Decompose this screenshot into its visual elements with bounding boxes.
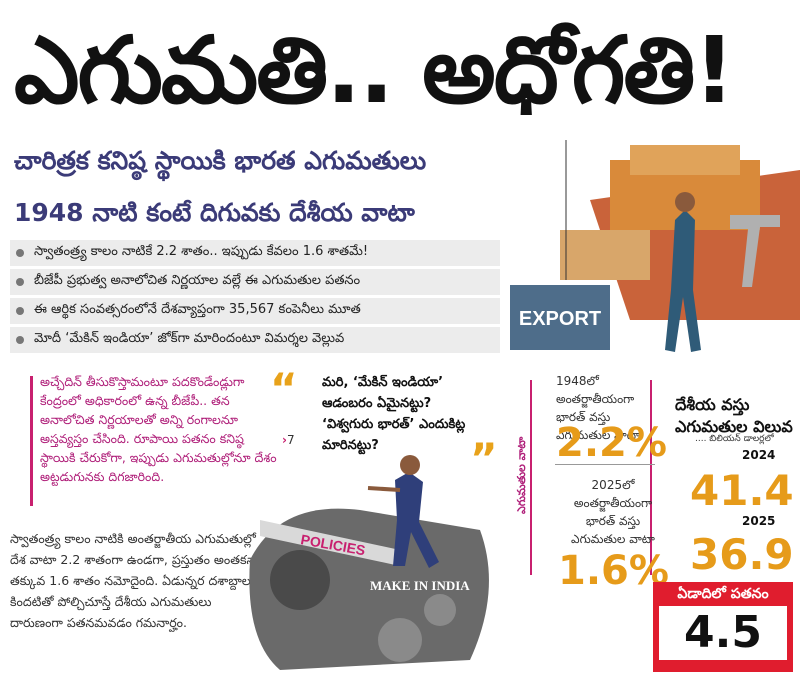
bullet-text: మోదీ ‘మేకిన్ ఇండియా’ జోక్‌గా మారిందంటూ వ… (34, 331, 345, 346)
subheading-1: చారిత్రక కనిష్ఠ స్థాయికి భారత ఎగుమతులు (14, 146, 427, 175)
export-ship-illustration: EXPORT (500, 140, 800, 380)
bullet-text: స్వాతంత్ర్య కాలం నాటికే 2.2 శాతం.. ఇప్పు… (34, 244, 369, 259)
headline: ఎగుమతి.. అధోగతి! (14, 17, 735, 124)
bullet-item: మోదీ ‘మేకిన్ ఇండియా’ జోక్‌గా మారిందంటూ వ… (10, 327, 500, 353)
open-quote-icon: “ (270, 364, 298, 413)
fall-value: 4.5 (659, 606, 787, 660)
rupee-icon (730, 215, 780, 287)
year-2024: 2024 (742, 448, 776, 462)
stat-1948-label: 1948లో అంతర్జాతీయంగా భారత్ వస్తు ఎగుమతుల… (556, 374, 640, 442)
stat-2025-value: 1.6% (558, 548, 669, 594)
export-value-unit: .... బిలియన్ డాలర్లలో (695, 434, 774, 444)
fall-label: ఏడాదిలో పతనం (677, 586, 769, 602)
body-paragraph: స్వాతంత్ర్య కాలం నాటికి అంతర్జాతీయ ఎగుమత… (10, 531, 265, 630)
bullet-list: స్వాతంత్ర్య కాలం నాటికే 2.2 శాతం.. ఇప్పు… (10, 240, 500, 356)
page-number: 7 (286, 433, 295, 447)
subheading-2: 1948 నాటి కంటే దిగువకు దేశీయ వాటా (14, 198, 415, 227)
amount-2024: 41.4 (690, 466, 794, 515)
bullet-dot-icon (16, 278, 24, 286)
bullet-item: బీజేపీ ప్రభుత్వ అనాలోచిత నిర్ణయాల వల్లే … (10, 269, 500, 295)
make-in-india-illustration: POLICIES MAKE IN INDIA (249, 455, 489, 670)
bullet-item: స్వాతంత్ర్య కాలం నాటికే 2.2 శాతం.. ఇప్పు… (10, 240, 500, 266)
magenta-vertical-line-2 (650, 380, 652, 575)
bullet-text: బీజేపీ ప్రభుత్వ అనాలోచిత నిర్ణయాల వల్లే … (34, 273, 361, 288)
bullet-dot-icon (16, 249, 24, 257)
close-quote-icon: ” (470, 434, 498, 483)
quote-text: మరి, ‘మేకిన్ ఇండియా’ ఆడంబరం ఏమైనట్టు? ‘వ… (322, 375, 466, 453)
stat-1948-value: 2.2% (556, 420, 667, 466)
bullet-dot-icon (16, 336, 24, 344)
pink-paragraph-text: అచ్చేదిన్ తీసుకొస్తామంటూ పదకొండేండ్లుగా … (40, 374, 277, 484)
make-in-india-label: MAKE IN INDIA (370, 578, 470, 593)
export-value-heading: దేశీయ వస్తు ఎగుమతుల విలువ (675, 395, 793, 436)
page-reference: ›7 (282, 433, 295, 447)
amount-2025: 36.9 (690, 530, 794, 579)
stat-2025-label: 2025లో అంతర్జాతీయంగా భారత్ వస్తు ఎగుమతుల… (571, 478, 655, 546)
year-2025: 2025 (742, 514, 776, 528)
export-label: EXPORT (519, 308, 601, 330)
pink-paragraph: అచ్చేదిన్ తీసుకొస్తామంటూ పదకొండేండ్లుగా … (30, 372, 280, 506)
bullet-dot-icon (16, 307, 24, 315)
bullet-text: ఈ ఆర్థిక సంవత్సరంలోనే దేశవ్యాప్తంగా 35,5… (34, 302, 361, 317)
chevron-right-icon: › (282, 433, 287, 447)
bullet-item: ఈ ఆర్థిక సంవత్సరంలోనే దేశవ్యాప్తంగా 35,5… (10, 298, 500, 324)
magenta-vertical-line (530, 380, 532, 575)
stat-divider (555, 464, 655, 465)
fall-box: ఏడాదిలో పతనం 4.5 (653, 582, 793, 672)
vertical-label: ఎగుమతుల వాటా (515, 436, 528, 514)
pink-divider (30, 376, 33, 506)
